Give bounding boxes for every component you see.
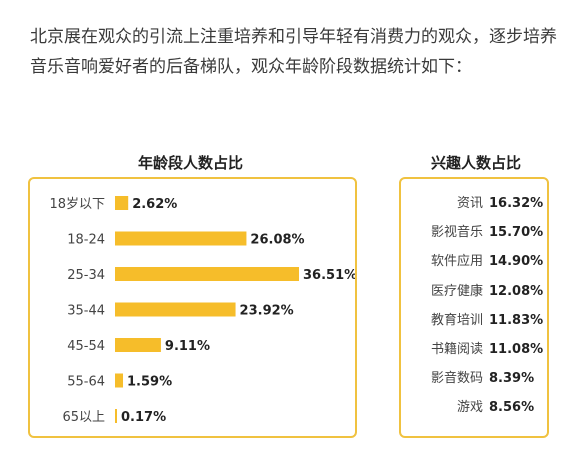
interest-row: 软件应用 14.90% xyxy=(401,251,547,273)
interest-label: 游戏 xyxy=(456,400,483,416)
interest-value: 14.90% xyxy=(489,254,544,270)
age-value-label: 36.51% xyxy=(303,268,355,283)
intro-paragraph: 北京展在观众的引流上注重培养和引导年轻有消费力的观众，逐步培养音乐音响爱好者的后… xyxy=(30,27,557,77)
age-category-label: 18岁以下 xyxy=(49,197,105,212)
interest-value: 8.56% xyxy=(489,400,535,416)
age-category-label: 18-24 xyxy=(67,233,105,248)
interest-value: 11.08% xyxy=(489,342,544,357)
age-bar xyxy=(115,409,117,423)
interest-value: 15.70% xyxy=(489,225,544,241)
age-bar xyxy=(115,267,299,281)
interest-row: 教育培训 11.83% xyxy=(401,310,547,332)
age-bar xyxy=(115,196,129,210)
age-bar xyxy=(115,373,124,388)
interest-label: 教育培训 xyxy=(430,312,483,328)
interest-label: 医疗健康 xyxy=(430,283,483,299)
age-chart-panel: 18岁以下 2.62% 18-24 26.08% 25-34 36.51% 35-44 23.… xyxy=(28,177,357,438)
age-bar xyxy=(115,338,161,352)
interest-row: 影视音乐 15.70% xyxy=(401,222,547,244)
interest-value: 16.32% xyxy=(489,196,544,211)
age-value-label: 23.92% xyxy=(240,304,294,319)
age-value-label: 9.11% xyxy=(165,339,210,354)
interest-label: 影音数码 xyxy=(430,371,483,387)
age-chart-title: 年龄段人数占比 xyxy=(138,154,244,172)
age-value-label: 0.17% xyxy=(121,410,166,425)
age-category-label: 55-64 xyxy=(67,375,105,390)
interest-value: 12.08% xyxy=(489,283,544,299)
age-category-label: 35-44 xyxy=(67,304,105,319)
interest-row: 游戏 8.56% xyxy=(401,397,547,419)
interest-table-title: 兴趣人数占比 xyxy=(431,154,522,172)
age-bar xyxy=(115,231,247,246)
interest-label: 书籍阅读 xyxy=(430,342,483,357)
age-bar xyxy=(115,302,236,317)
interest-label: 资讯 xyxy=(456,196,483,211)
age-bar-chart: 18岁以下 2.62% 18-24 26.08% 25-34 36.51% 35-44 23.… xyxy=(49,196,355,425)
age-category-label: 45-54 xyxy=(67,339,105,354)
age-value-label: 26.08% xyxy=(250,233,304,248)
interest-row: 书籍阅读 11.08% xyxy=(401,339,547,361)
interest-row: 资讯 16.32% xyxy=(401,193,547,215)
interest-label: 软件应用 xyxy=(430,254,483,270)
interest-label: 影视音乐 xyxy=(430,225,483,241)
age-category-label: 65以上 xyxy=(62,410,105,425)
age-category-label: 25-34 xyxy=(67,268,105,283)
interest-row: 医疗健康 12.08% xyxy=(401,281,547,303)
age-value-label: 1.59% xyxy=(127,375,172,390)
age-value-label: 2.62% xyxy=(132,197,177,212)
interest-value: 8.39% xyxy=(489,371,535,387)
interest-row: 影音数码 8.39% xyxy=(401,368,547,390)
interest-value: 11.83% xyxy=(489,312,544,328)
interest-panel: 资讯 16.32% 影视音乐 15.70% 软件应用 14.90% 医疗健康 12.08% 教育… xyxy=(399,177,549,438)
